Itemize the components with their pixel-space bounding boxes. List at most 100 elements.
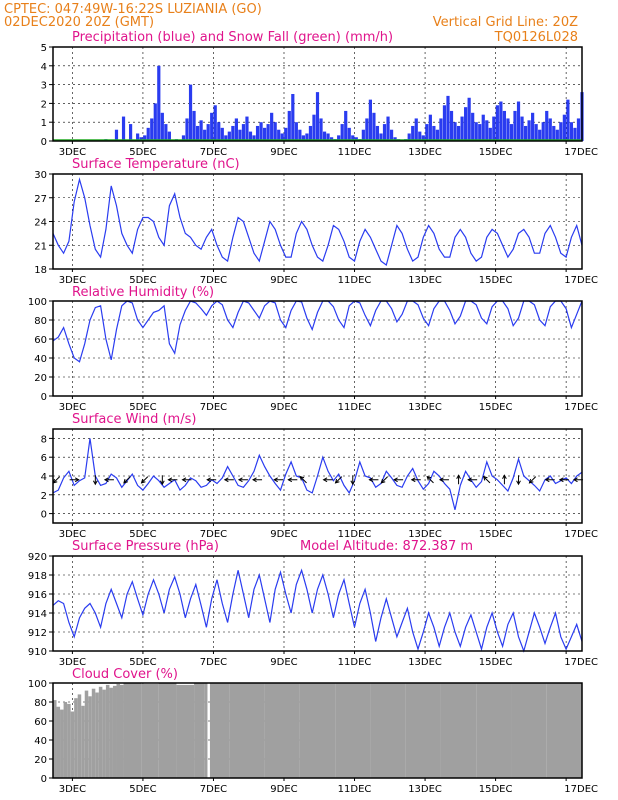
wind-arrow-head	[426, 475, 432, 481]
precip-bar	[531, 112, 535, 141]
panel-2: Surface Temperature (nC) 18 21 24 27 30 3DEC 5D…	[34, 157, 598, 286]
y-tick-label: 2	[41, 491, 47, 502]
x-tick-label: 5DEC	[129, 402, 156, 413]
precip-bar	[506, 118, 510, 141]
precip-bar	[471, 112, 475, 141]
precip-bar	[128, 124, 133, 141]
panel-annotation: Model Altitude: 872.387 m	[300, 539, 473, 554]
precip-bar	[449, 110, 454, 141]
cloud-cover-bar	[91, 688, 96, 778]
precip-bar	[224, 135, 228, 141]
y-tick-label: 27	[34, 194, 47, 205]
y-tick-label: 20	[34, 373, 47, 384]
precip-bar	[164, 124, 168, 141]
wind-arrow-head	[167, 477, 173, 483]
y-tick-label: 916	[28, 590, 47, 601]
precip-bar	[456, 125, 461, 141]
panel-frame	[52, 173, 583, 270]
x-tick-label: 5DEC	[129, 275, 156, 286]
precip-bar	[425, 124, 429, 141]
precip-bar	[146, 127, 150, 141]
precip-bar	[344, 110, 348, 141]
x-tick-label: 3DEC	[59, 657, 86, 668]
precip-bar	[213, 105, 217, 141]
x-tick-label: 11DEC	[338, 784, 372, 795]
x-tick-label: 5DEC	[129, 147, 156, 158]
precip-bar	[136, 133, 140, 141]
y-tick-label: 0	[41, 774, 47, 785]
precip-bar	[157, 65, 161, 141]
precip-bar	[485, 120, 489, 141]
wind-arrow-head	[223, 477, 229, 483]
panel-title: Cloud Cover (%)	[72, 667, 178, 682]
wind-arrow-head	[159, 480, 165, 486]
cloud-cover-bar	[120, 684, 124, 778]
y-tick-label: 6	[41, 453, 47, 464]
x-tick-label: 3DEC	[59, 784, 86, 795]
y-tick-label: 2	[41, 99, 47, 110]
panel-frame	[52, 46, 583, 142]
y-tick-label: 24	[34, 218, 47, 229]
panel-title: Surface Pressure (hPa)	[72, 539, 219, 554]
precip-bar	[160, 112, 164, 141]
x-tick-label: 17DEC	[564, 275, 598, 286]
precip-bar	[284, 127, 288, 141]
wind-arrow-shaft	[426, 476, 434, 484]
x-tick-label: 13DEC	[408, 529, 442, 540]
precip-bar	[347, 127, 351, 141]
precip-bar	[566, 99, 570, 141]
panel-frame	[52, 555, 583, 652]
precip-bar	[411, 125, 415, 141]
precip-bar	[322, 131, 327, 141]
y-tick-label: 40	[34, 736, 47, 747]
precip-bar	[576, 118, 581, 141]
y-tick-label: 918	[28, 571, 47, 582]
precip-bar	[277, 129, 281, 141]
wind-arrow-head	[103, 477, 109, 483]
precip-bar	[428, 114, 432, 141]
wind-arrow-shaft	[123, 476, 131, 484]
precip-bar	[509, 124, 514, 141]
precip-bar	[439, 118, 443, 141]
precip-bar	[467, 97, 471, 141]
precip-bar	[386, 116, 390, 141]
cloud-cover-bar	[60, 709, 64, 778]
panel-4: Surface Wind (m/s) 0 2 4 6 8 3DEC 5DEC 7DEC 9DEC 1…	[41, 412, 598, 540]
y-tick-label: 5	[41, 43, 47, 54]
precip-bar	[393, 137, 397, 141]
panels: Precipitation (blue) and Snow Fall (gree…	[28, 30, 598, 795]
x-tick-label: 11DEC	[338, 275, 372, 286]
y-tick-label: 60	[34, 717, 47, 728]
y-tick-label: 21	[34, 241, 47, 252]
precip-bar	[291, 94, 295, 141]
y-tick-label: 0	[41, 137, 47, 148]
precip-bar	[527, 120, 531, 141]
wind-arrow-head	[456, 474, 461, 480]
wind-arrow-head	[273, 477, 278, 483]
x-tick-label: 9DEC	[270, 147, 297, 158]
precip-bar	[319, 118, 323, 141]
wind-arrow-head	[299, 475, 305, 481]
cloud-cover-bar	[440, 683, 477, 778]
precip-bar	[298, 129, 302, 141]
series-line-wind	[52, 438, 583, 510]
x-tick-label: 5DEC	[129, 529, 156, 540]
precip-bar	[280, 133, 284, 141]
wind-arrow-head	[350, 480, 356, 486]
cloud-cover-bar	[84, 690, 89, 778]
precip-bar	[481, 114, 485, 141]
precip-bar	[330, 137, 334, 141]
x-tick-label: 11DEC	[338, 529, 372, 540]
wind-arrow-head	[380, 478, 386, 484]
x-tick-label: 13DEC	[408, 784, 442, 795]
cloud-cover-bar	[264, 683, 300, 778]
wind-arrow-head	[74, 477, 80, 483]
wind-arrow-head	[334, 478, 340, 484]
precip-bar	[252, 135, 256, 141]
precip-bar	[294, 122, 298, 141]
precip-bar	[192, 110, 196, 141]
x-tick-label: 7DEC	[200, 657, 227, 668]
precip-bar	[188, 84, 193, 141]
wind-arrow-head	[368, 477, 374, 483]
panel-title: Relative Humidity (%)	[72, 285, 214, 300]
